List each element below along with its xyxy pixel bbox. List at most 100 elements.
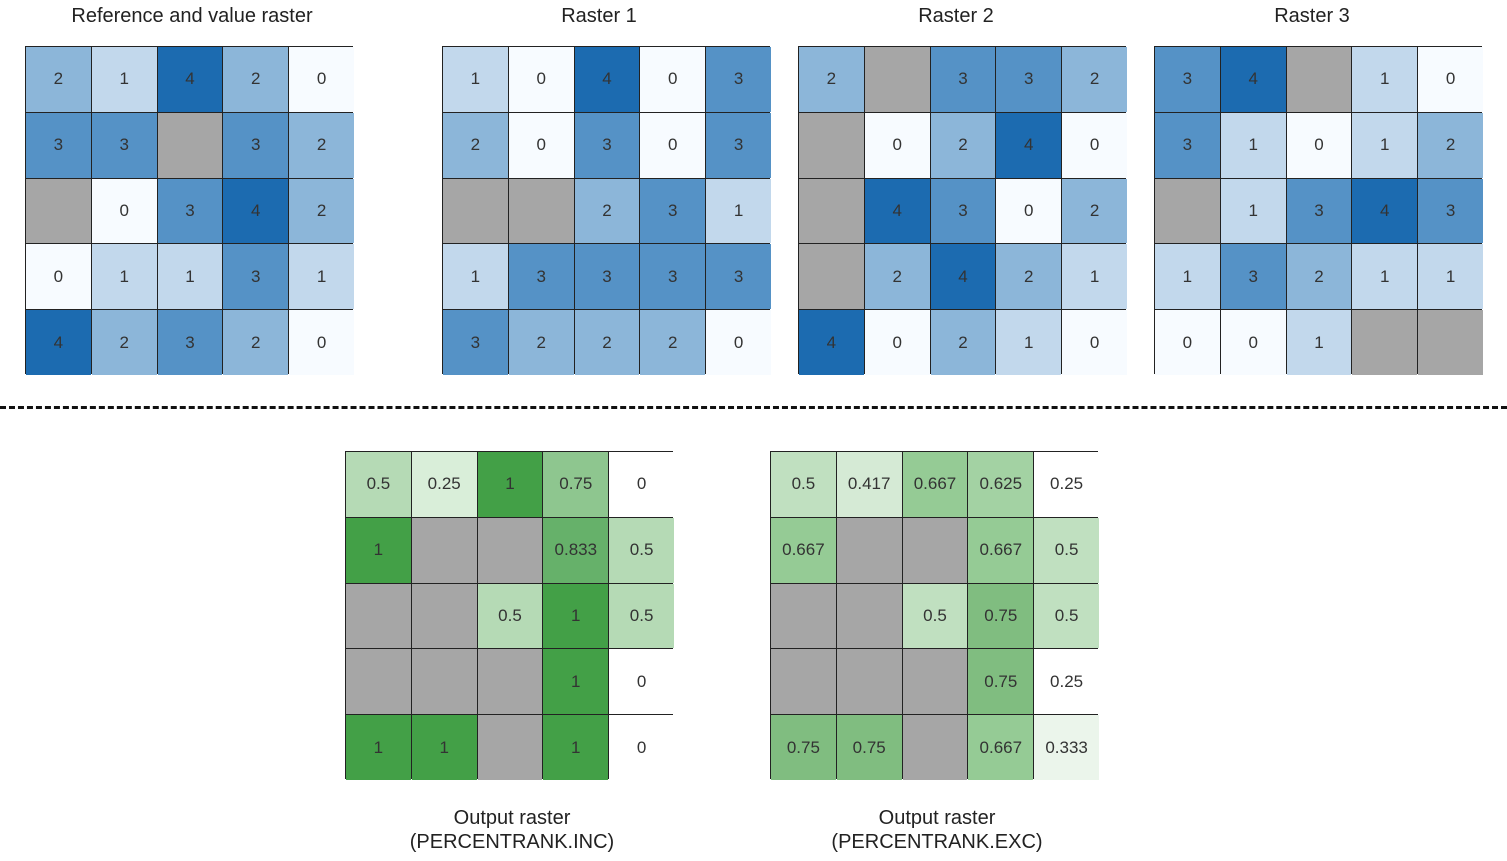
- raster-cell: 2: [223, 47, 289, 112]
- caption-line: (PERCENTRANK.EXC): [831, 831, 1043, 853]
- raster-cell: 2: [289, 112, 354, 178]
- raster-cell: 1: [1352, 112, 1418, 178]
- raster-cell: 1: [1155, 244, 1220, 310]
- raster-cell: 4: [574, 47, 640, 112]
- raster-cell: 3: [26, 112, 91, 178]
- nodata-cell: [411, 517, 477, 583]
- raster-cell: 0.5: [609, 517, 674, 583]
- raster-cell: 3: [443, 310, 508, 375]
- raster-cell: 0: [996, 178, 1062, 244]
- raster-cell: 2: [640, 310, 706, 375]
- raster-cell: 0.75: [836, 715, 902, 780]
- raster-cell: 0.75: [543, 452, 609, 517]
- raster-cell: 0: [1062, 112, 1127, 178]
- raster-cell: 2: [26, 47, 91, 112]
- nodata-cell: [902, 517, 968, 583]
- raster-cell: 4: [799, 310, 864, 375]
- raster-cell: 1: [1352, 244, 1418, 310]
- dashed-divider: [0, 406, 1507, 409]
- raster-cell: 2: [864, 244, 930, 310]
- raster-cell: 1: [543, 583, 609, 649]
- raster-cell: 0.333: [1034, 715, 1099, 780]
- raster-cell: 3: [996, 47, 1062, 112]
- nodata-cell: [1352, 310, 1418, 375]
- raster-cell: 0.75: [771, 715, 836, 780]
- raster-cell: 0: [1418, 47, 1483, 112]
- raster-cell: 3: [1418, 178, 1483, 244]
- raster-cell: 2: [1286, 244, 1352, 310]
- raster-cell: 3: [157, 310, 223, 375]
- raster-cell: 3: [640, 178, 706, 244]
- raster-cell: 2: [799, 47, 864, 112]
- raster-cell: 0: [1220, 310, 1286, 375]
- raster-cell: 0: [864, 112, 930, 178]
- raster-cell: 0: [640, 112, 706, 178]
- raster-cell: 3: [574, 244, 640, 310]
- raster-cell: 4: [1352, 178, 1418, 244]
- nodata-cell: [902, 715, 968, 780]
- raster-cell: 0.25: [411, 452, 477, 517]
- nodata-cell: [477, 715, 543, 780]
- caption-line: (PERCENTRANK.INC): [409, 831, 615, 853]
- raster-cell: 1: [346, 517, 411, 583]
- raster-cell: 0: [1286, 112, 1352, 178]
- raster-cell: 0: [26, 244, 91, 310]
- raster-cell: 1: [996, 310, 1062, 375]
- output-inc-grid: 0.5 0.25 1 0.75 0 1 0.833 0.5 0.5 1 0.5 1 0 1 1 1 0: [345, 451, 674, 780]
- raster-cell: 1: [1220, 178, 1286, 244]
- raster-cell: 0: [609, 452, 674, 517]
- nodata-cell: [443, 178, 508, 244]
- raster-cell: 0: [609, 649, 674, 715]
- output-exc-grid: 0.5 0.417 0.667 0.625 0.25 0.667 0.667 0.5 0.5 0.…: [770, 451, 1099, 780]
- input-title: Reference and value raster: [71, 5, 313, 27]
- raster-cell: 2: [91, 310, 157, 375]
- raster-cell: 3: [1220, 244, 1286, 310]
- raster-cell: 1: [443, 47, 508, 112]
- output-inc-caption: Output raster (PERCENTRANK.INC): [312, 806, 712, 854]
- nodata-cell: [26, 178, 91, 244]
- raster-cell: 0: [289, 310, 354, 375]
- raster-cell: 3: [91, 112, 157, 178]
- nodata-cell: [411, 649, 477, 715]
- raster-cell: 0.667: [902, 452, 968, 517]
- raster-cell: 1: [1286, 310, 1352, 375]
- raster-cell: 2: [996, 244, 1062, 310]
- raster-cell: 3: [574, 112, 640, 178]
- raster-cell: 0.75: [968, 583, 1034, 649]
- raster-cell: 0.5: [477, 583, 543, 649]
- raster-cell: 0: [289, 47, 354, 112]
- raster-cell: 0.75: [968, 649, 1034, 715]
- raster-cell: 3: [706, 244, 771, 310]
- raster-cell: 0.5: [346, 452, 411, 517]
- raster-cell: 2: [930, 112, 996, 178]
- raster-cell: 1: [91, 244, 157, 310]
- raster-cell: 0.667: [771, 517, 836, 583]
- nodata-cell: [477, 649, 543, 715]
- nodata-cell: [508, 178, 574, 244]
- raster-cell: 0: [864, 310, 930, 375]
- nodata-cell: [836, 517, 902, 583]
- nodata-cell: [771, 583, 836, 649]
- raster-cell: 3: [706, 112, 771, 178]
- nodata-cell: [799, 244, 864, 310]
- raster-cell: 0: [640, 47, 706, 112]
- raster-cell: 4: [996, 112, 1062, 178]
- raster-cell: 1: [289, 244, 354, 310]
- nodata-cell: [1418, 310, 1483, 375]
- raster-cell: 1: [1062, 244, 1127, 310]
- raster-cell: 2: [1062, 47, 1127, 112]
- nodata-cell: [836, 583, 902, 649]
- raster-cell: 3: [223, 244, 289, 310]
- nodata-cell: [836, 649, 902, 715]
- raster-cell: 1: [411, 715, 477, 780]
- caption-line: Output raster: [453, 807, 571, 829]
- raster-cell: 4: [157, 47, 223, 112]
- nodata-cell: [902, 649, 968, 715]
- raster-cell: 1: [1418, 244, 1483, 310]
- raster-cell: 0: [508, 47, 574, 112]
- raster-cell: 1: [157, 244, 223, 310]
- raster-cell: 1: [706, 178, 771, 244]
